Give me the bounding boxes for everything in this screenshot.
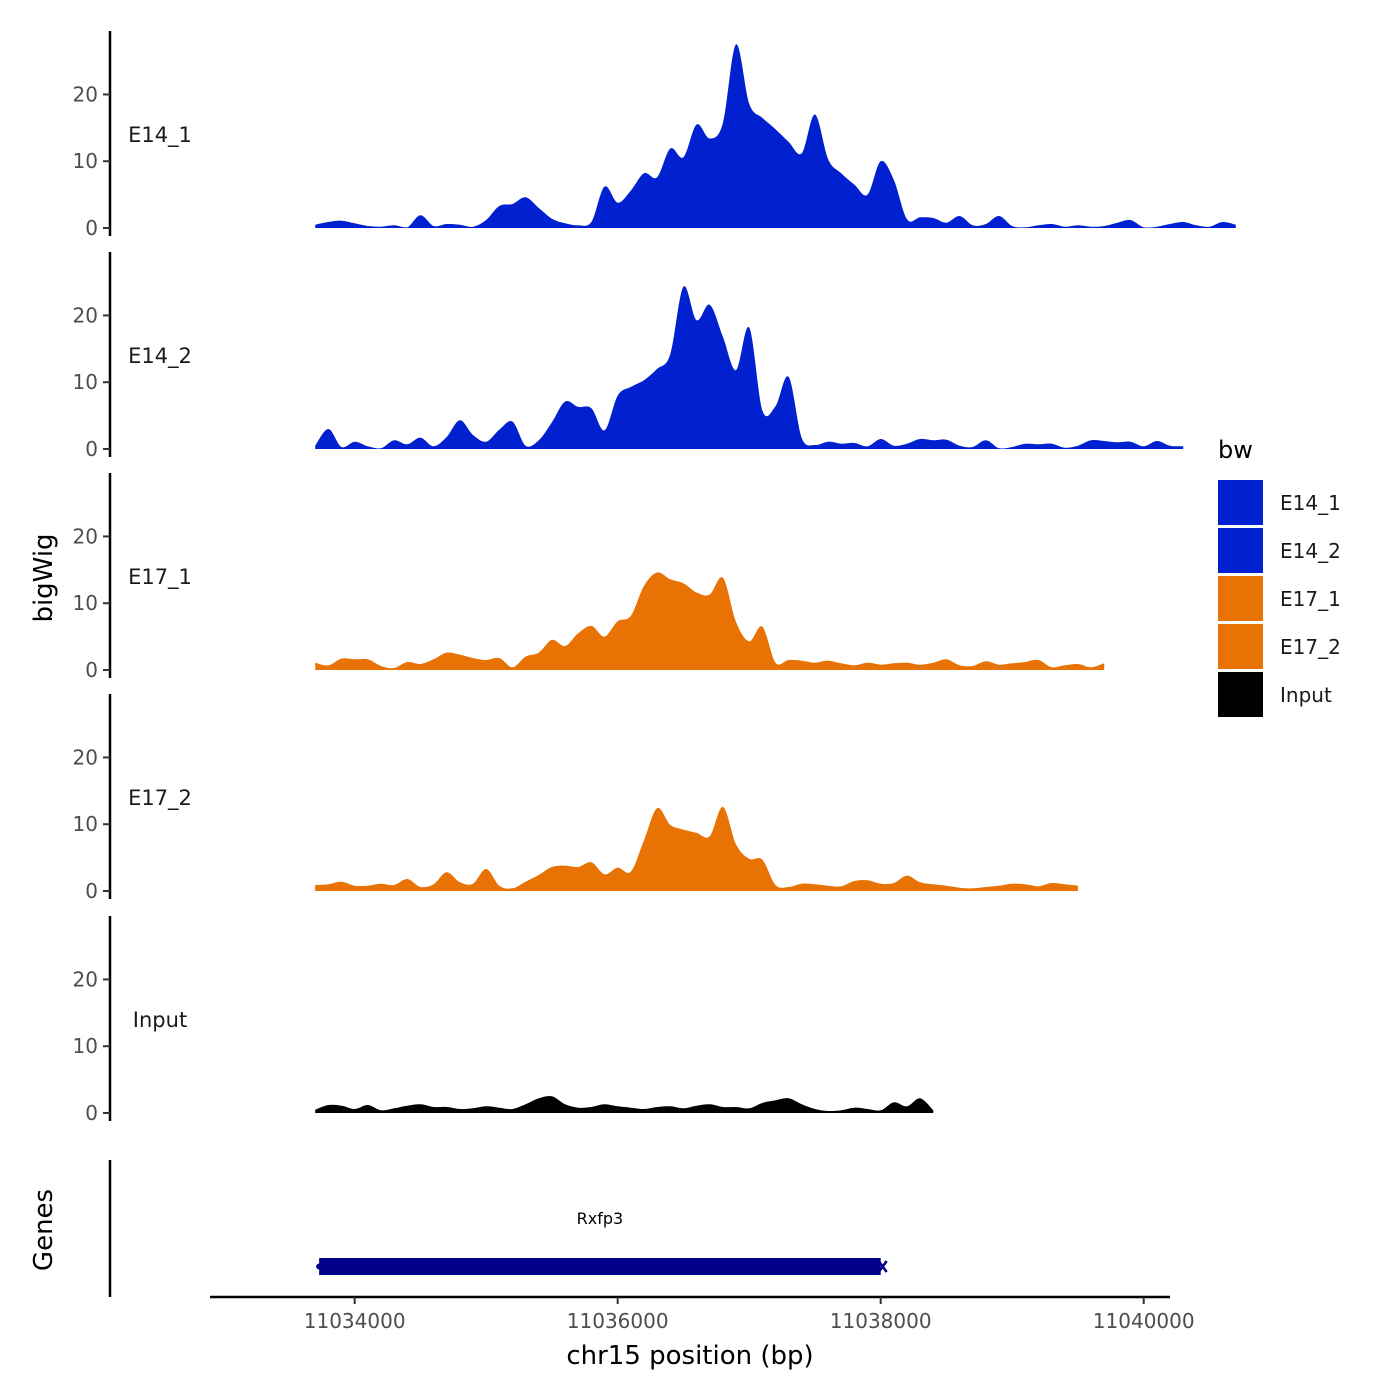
signal-area-input xyxy=(315,1095,934,1113)
legend-item-e17-1: E17_1 xyxy=(1218,576,1341,621)
y-axis-title: bigWig xyxy=(29,533,59,622)
track-panels: 0 10 20 E14_1 0 10 20 E14_2 0 10 20 E17_1 0 10 20 E17_2… xyxy=(73,31,1236,1125)
legend-swatch xyxy=(1218,528,1263,573)
track-label: E17_2 xyxy=(128,786,192,811)
gene-rxfp3: Rxfp3 xyxy=(316,1209,888,1275)
legend-label: E14_1 xyxy=(1280,491,1341,515)
legend-item-e14-1: E14_1 xyxy=(1218,480,1341,525)
gene-body xyxy=(319,1258,881,1275)
legend-label: Input xyxy=(1280,683,1332,707)
track-panel-e14-1: 0 10 20 E14_1 xyxy=(73,31,1236,240)
signal-area-e17-2 xyxy=(315,806,1078,891)
legend-swatch xyxy=(1218,624,1263,669)
y-tick-label: 10 xyxy=(73,370,98,394)
legend-label: E17_2 xyxy=(1280,635,1341,659)
legend-swatch xyxy=(1218,672,1263,717)
track-panel-e17-1: 0 10 20 E17_1 xyxy=(73,473,1105,682)
y-tick-label: 0 xyxy=(85,437,98,461)
y-tick-label: 10 xyxy=(73,591,98,615)
track-label: E14_1 xyxy=(128,123,192,148)
gene-start-marker xyxy=(316,1263,323,1270)
y-tick-label: 0 xyxy=(85,658,98,682)
y-tick-label: 10 xyxy=(73,149,98,173)
track-panel-e14-2: 0 10 20 E14_2 xyxy=(73,252,1184,461)
legend-title: bw xyxy=(1218,436,1253,464)
y-tick-label: 0 xyxy=(85,1101,98,1125)
y-tick-label: 20 xyxy=(73,745,98,769)
legend: bw E14_1 E14_2 E17_1 E17_2 Input xyxy=(1218,436,1341,717)
track-panel-input: 0 10 20 Input xyxy=(73,916,934,1125)
track-label: E17_1 xyxy=(128,565,192,590)
y-tick-label: 10 xyxy=(73,1034,98,1058)
x-axis-title: chr15 position (bp) xyxy=(566,1341,813,1371)
track-panel-e17-2: 0 10 20 E17_2 xyxy=(73,694,1078,903)
legend-swatch xyxy=(1218,576,1263,621)
signal-area-e14-2 xyxy=(315,286,1184,449)
legend-label: E14_2 xyxy=(1280,539,1341,563)
signal-area-e17-1 xyxy=(315,572,1105,670)
y-tick-label: 10 xyxy=(73,812,98,836)
x-axis: 11034000 11036000 11038000 11040000 xyxy=(210,1295,1195,1333)
y-tick-label: 0 xyxy=(85,879,98,903)
legend-item-e14-2: E14_2 xyxy=(1218,528,1341,573)
legend-label: E17_1 xyxy=(1280,587,1341,611)
y-tick-label: 20 xyxy=(73,524,98,548)
gene-panel: Rxfp3 xyxy=(108,1160,888,1297)
y-tick-label: 20 xyxy=(73,967,98,991)
legend-item-e17-2: E17_2 xyxy=(1218,624,1341,669)
gene-label: Rxfp3 xyxy=(577,1209,624,1228)
track-label: Input xyxy=(133,1008,187,1032)
y-tick-label: 20 xyxy=(73,303,98,327)
x-tick-label: 11034000 xyxy=(304,1309,406,1333)
legend-item-input: Input xyxy=(1218,672,1332,717)
gene-end-marker xyxy=(877,1260,888,1273)
track-label: E14_2 xyxy=(128,344,192,369)
legend-swatch xyxy=(1218,480,1263,525)
x-tick-label: 11040000 xyxy=(1093,1309,1195,1333)
y-tick-label: 0 xyxy=(85,216,98,240)
y-tick-label: 20 xyxy=(73,82,98,106)
signal-area-e14-1 xyxy=(315,44,1236,228)
x-tick-label: 11036000 xyxy=(567,1309,669,1333)
genes-axis-title: Genes xyxy=(29,1189,59,1271)
x-tick-label: 11038000 xyxy=(830,1309,932,1333)
